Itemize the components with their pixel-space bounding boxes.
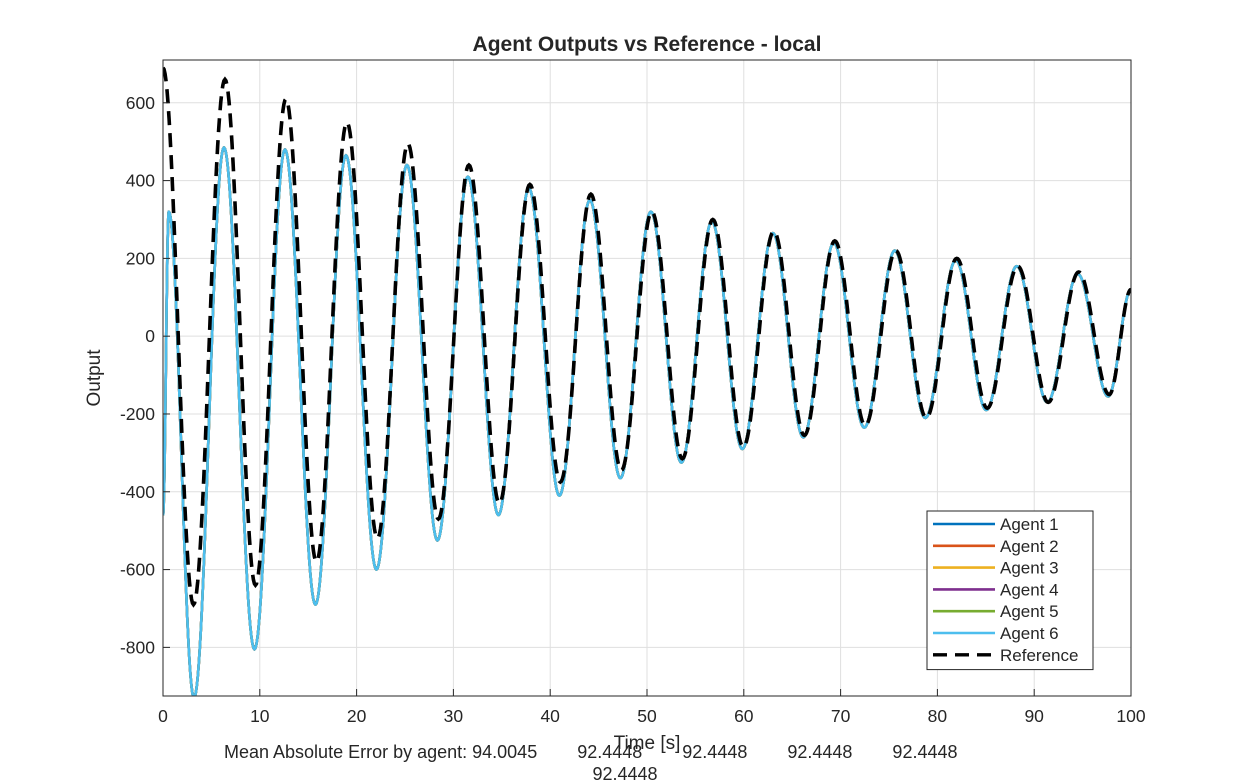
y-tick-label: -400 — [120, 482, 155, 502]
legend-label: Agent 1 — [1000, 515, 1059, 534]
mae-footer: Mean Absolute Error by agent: 94.0045 92… — [224, 742, 958, 782]
x-tick-label: 90 — [1024, 706, 1044, 726]
y-tick-label: -800 — [120, 637, 155, 657]
legend-label: Agent 3 — [1000, 559, 1059, 578]
axis-ticks: 0 10 20 30 40 50 60 70 80 90 100 -800 -600 -400 -200 0 2… — [120, 93, 1146, 726]
series-line-reference — [163, 66, 1131, 608]
x-tick-label: 60 — [734, 706, 754, 726]
mae-footer-line-1: Mean Absolute Error by agent: 94.0045 92… — [224, 742, 958, 762]
series-line-agent-6 — [163, 146, 1131, 696]
y-axis-label: Output — [84, 349, 105, 407]
legend-label: Agent 5 — [1000, 602, 1059, 621]
x-tick-label: 80 — [928, 706, 948, 726]
y-tick-label: 600 — [126, 93, 155, 113]
y-tick-label: -200 — [120, 404, 155, 424]
y-tick-label: 400 — [126, 171, 155, 191]
x-tick-label: 30 — [444, 706, 464, 726]
chart-title: Agent Outputs vs Reference - local — [473, 33, 822, 56]
legend-label: Agent 4 — [1000, 580, 1059, 599]
x-tick-label: 70 — [831, 706, 851, 726]
x-tick-label: 0 — [158, 706, 168, 726]
y-tick-label: 0 — [145, 326, 155, 346]
grid — [162, 60, 1132, 696]
legend-label: Agent 2 — [1000, 537, 1059, 556]
x-tick-label: 20 — [347, 706, 367, 726]
mae-footer-line-2: 92.4448 — [592, 764, 657, 782]
x-tick-label: 40 — [540, 706, 560, 726]
x-axis-label: Time [s] — [614, 733, 681, 754]
legend-label: Reference — [1000, 646, 1078, 665]
y-tick-label: -600 — [120, 560, 155, 580]
legend: Agent 1 Agent 2 Agent 3 Agent 4 Agent 5 Agent… — [926, 510, 1094, 671]
x-tick-label: 100 — [1116, 706, 1145, 726]
plot-lines — [163, 66, 1131, 696]
legend-label: Agent 6 — [1000, 624, 1059, 643]
x-tick-label: 50 — [637, 706, 657, 726]
x-tick-label: 10 — [250, 706, 270, 726]
y-tick-label: 200 — [126, 248, 155, 268]
